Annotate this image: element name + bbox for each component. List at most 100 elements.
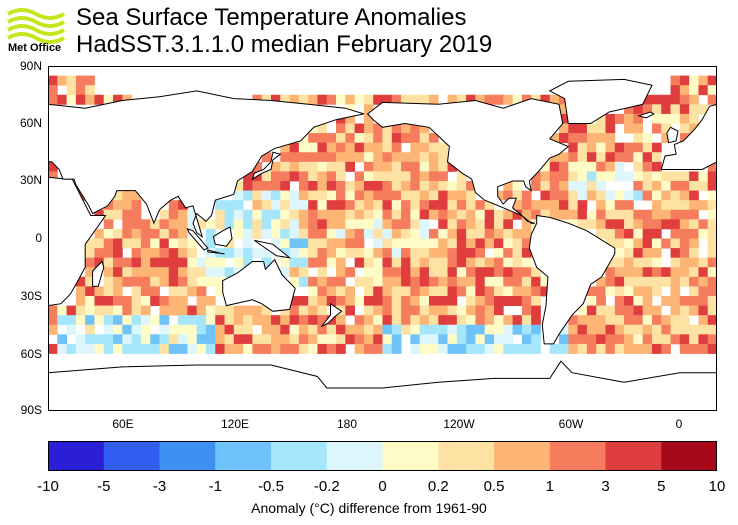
anomaly-cell (159, 248, 170, 259)
anomaly-cell (308, 238, 318, 249)
anomaly-cell (559, 152, 569, 163)
anomaly-cell (178, 324, 188, 335)
anomaly-cell (661, 267, 671, 278)
anomaly-cell (428, 200, 439, 211)
anomaly-cell (503, 228, 513, 239)
anomaly-cell (354, 94, 365, 105)
anomaly-cell (187, 286, 198, 297)
anomaly-cell (642, 171, 653, 182)
anomaly-cell (131, 248, 142, 259)
anomaly-cell (261, 200, 272, 211)
anomaly-cell (215, 276, 225, 287)
anomaly-cell (456, 238, 467, 249)
anomaly-cell (373, 324, 383, 335)
anomaly-cell (689, 248, 699, 259)
anomaly-cell (317, 324, 328, 335)
anomaly-cell (66, 94, 77, 105)
anomaly-cell (363, 113, 374, 124)
anomaly-cell (707, 305, 718, 316)
anomaly-cell (113, 343, 123, 354)
anomaly-cell (596, 200, 606, 211)
anomaly-cell (531, 343, 541, 354)
anomaly-cell (354, 219, 365, 230)
anomaly-cell (373, 200, 383, 211)
anomaly-cell (633, 161, 644, 172)
anomaly-cell (484, 228, 495, 239)
anomaly-cell (196, 296, 207, 306)
anomaly-cell (168, 200, 179, 211)
land-outline (251, 151, 282, 181)
anomaly-cell (363, 219, 374, 230)
anomaly-cell (354, 123, 365, 134)
anomaly-cell (391, 238, 402, 249)
anomaly-cell (605, 113, 616, 124)
anomaly-cell (345, 152, 356, 163)
anomaly-cell (280, 200, 290, 211)
anomaly-cell (531, 200, 541, 211)
anomaly-cell (568, 152, 579, 163)
anomaly-cell (577, 305, 588, 316)
map-frame (48, 66, 717, 411)
anomaly-cell (85, 75, 95, 86)
anomaly-cell (568, 171, 579, 182)
anomaly-cell (187, 209, 198, 220)
anomaly-cell (512, 94, 523, 105)
anomaly-cell (131, 315, 142, 326)
anomaly-cell (624, 238, 634, 249)
anomaly-cell (596, 142, 606, 153)
anomaly-cell (661, 123, 671, 134)
anomaly-cell (596, 181, 606, 191)
anomaly-cell (670, 257, 681, 268)
anomaly-cell (289, 171, 300, 182)
anomaly-cell (131, 276, 142, 287)
anomaly-cell (382, 276, 393, 287)
anomaly-cell (401, 238, 411, 249)
anomaly-cell (698, 305, 709, 316)
anomaly-cell (438, 171, 448, 182)
anomaly-cell (280, 190, 290, 201)
anomaly-cell (633, 324, 644, 335)
anomaly-cell (122, 315, 133, 326)
anomaly-cell (140, 267, 151, 278)
anomaly-cell (336, 142, 346, 153)
anomaly-cell (363, 324, 374, 335)
anomaly-cell (494, 334, 504, 345)
anomaly-cell (150, 238, 160, 249)
anomaly-cell (549, 133, 560, 144)
anomaly-cell (540, 190, 551, 201)
anomaly-cell (466, 343, 476, 354)
anomaly-cell (707, 276, 718, 287)
anomaly-cell (494, 248, 504, 259)
anomaly-cell (391, 267, 402, 278)
anomaly-cell (391, 219, 402, 230)
anomaly-cell (456, 286, 467, 297)
anomaly-cell (382, 171, 393, 182)
anomaly-cell (187, 305, 198, 316)
anomaly-cell (633, 152, 644, 163)
anomaly-cell (521, 324, 532, 335)
anomaly-cell (336, 123, 346, 134)
anomaly-cell (679, 85, 690, 96)
anomaly-cell (271, 238, 281, 249)
anomaly-cell (326, 238, 337, 249)
anomaly-cell (75, 94, 86, 105)
anomaly-cell (679, 133, 690, 144)
anomaly-cell (243, 343, 253, 354)
anomaly-cell (159, 276, 170, 287)
anomaly-cell (596, 152, 606, 163)
anomaly-cell (336, 219, 346, 230)
anomaly-cell (707, 267, 718, 278)
anomaly-cell (559, 113, 569, 124)
anomaly-cell (140, 334, 151, 345)
anomaly-cell (559, 209, 569, 220)
anomaly-cell (75, 286, 86, 297)
anomaly-cell (224, 209, 235, 220)
anomaly-cell (605, 152, 616, 163)
anomaly-cell (298, 296, 309, 306)
anomaly-cell (113, 190, 123, 201)
anomaly-cell (689, 238, 699, 249)
anomaly-cell (215, 257, 225, 268)
anomaly-cell (252, 181, 263, 191)
anomaly-cell (512, 267, 523, 278)
anomaly-cell (670, 276, 681, 287)
